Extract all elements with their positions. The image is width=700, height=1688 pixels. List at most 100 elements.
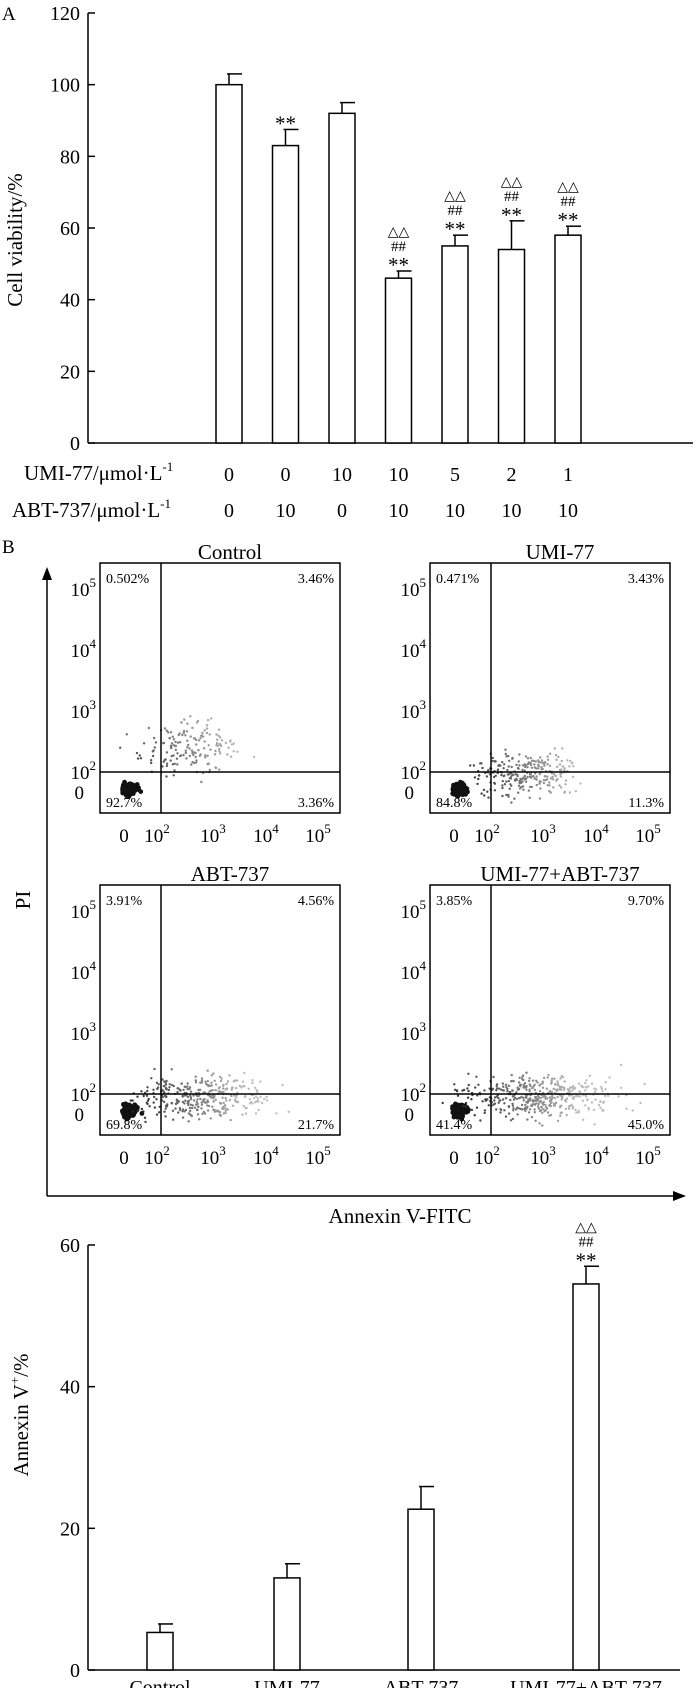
flow-event-dot <box>473 776 477 779</box>
flow-event-dot <box>578 1090 581 1093</box>
flow-event-dot <box>207 762 210 765</box>
flow-event-dot <box>184 751 187 755</box>
panel-a-y-tick-label: 60 <box>60 218 80 240</box>
panel-c-y-axis-label: Annexin V+/% <box>7 1353 33 1476</box>
flow-event-dot <box>549 1113 553 1117</box>
flow-event-dot <box>539 1109 543 1112</box>
flow-event-dot <box>497 764 500 767</box>
flow-event-dot <box>512 1098 516 1101</box>
flow-event-dot <box>206 1100 210 1104</box>
flow-event-dot <box>162 1090 165 1093</box>
flow-event-dot <box>265 1099 269 1102</box>
flow-event-dot <box>542 1076 546 1080</box>
flow-event-dot <box>550 1081 553 1084</box>
flow-event-dot <box>512 1080 515 1083</box>
flow-event-dot <box>515 1097 519 1101</box>
flow-event-dot <box>235 1079 239 1082</box>
flow-event-dot <box>194 755 197 759</box>
flow-y-tick-label: 103 <box>401 697 427 723</box>
flow-event-dot <box>162 741 166 745</box>
flow-event-dot <box>547 1073 550 1077</box>
flow-event-dot <box>183 718 186 721</box>
flow-event-dot <box>199 734 203 738</box>
flow-event-dot <box>172 738 176 741</box>
flow-event-dot <box>565 1097 569 1100</box>
flow-event-dot <box>511 1102 514 1106</box>
flow-event-dot <box>524 764 528 767</box>
flow-event-dot <box>568 765 571 768</box>
flow-quadrant-upper-right: 3.43% <box>628 572 665 587</box>
flow-event-dot <box>226 1108 230 1111</box>
flow-event-dot <box>564 1099 567 1102</box>
flow-event-dot <box>597 1103 601 1107</box>
flow-event-dot <box>601 1090 604 1093</box>
flow-event-dot <box>578 1095 582 1098</box>
flow-event-dot <box>202 1110 206 1114</box>
flow-event-dot <box>568 1104 572 1108</box>
flow-plot-frame <box>99 562 341 814</box>
flow-event-dot <box>188 1087 191 1091</box>
flow-event-dot <box>518 753 521 756</box>
flow-quadrant-lower-left: 92.7% <box>106 796 143 811</box>
flow-event-dot <box>537 767 540 770</box>
flow-event-dot <box>482 788 486 792</box>
flow-event-dot <box>205 1082 208 1086</box>
panel-a-umi77-value: 0 <box>281 464 291 486</box>
flow-event-dot <box>558 763 562 766</box>
flow-event-dot <box>508 776 512 780</box>
flow-event-dot <box>515 778 518 782</box>
flow-event-dot <box>140 1090 143 1093</box>
flow-event-dot <box>506 1090 509 1093</box>
flow-event-dot <box>186 739 189 742</box>
flow-event-dot <box>510 775 513 778</box>
flow-event-dot <box>537 1107 541 1110</box>
flow-event-dot <box>210 1074 213 1077</box>
flow-event-dot <box>493 781 496 785</box>
flow-event-dot <box>567 1107 571 1111</box>
panel-a-significance-mark: △△ <box>444 189 466 204</box>
flow-event-dot <box>177 1111 180 1114</box>
flow-event-dot <box>525 1071 528 1074</box>
flow-event-dot <box>180 721 183 724</box>
flow-event-dot <box>533 766 536 769</box>
flow-event-dot <box>142 1094 145 1098</box>
flow-event-dot <box>462 1104 465 1108</box>
flow-event-dot <box>529 1099 532 1102</box>
flow-event-dot <box>189 715 192 718</box>
flow-event-dot <box>486 1098 489 1101</box>
flow-event-dot <box>477 1083 480 1087</box>
flow-event-dot <box>213 1110 216 1113</box>
flow-event-dot <box>188 754 191 758</box>
flow-event-dot <box>559 1077 562 1080</box>
flow-event-dot <box>505 793 508 797</box>
flow-event-dot <box>176 752 179 755</box>
flow-event-dot <box>522 1099 525 1102</box>
flow-event-dot <box>519 777 522 781</box>
flow-event-dot <box>568 1094 571 1097</box>
flow-event-dot <box>534 772 537 775</box>
flow-event-dot <box>165 764 169 768</box>
flow-event-dot <box>516 1106 519 1109</box>
flow-event-dot <box>561 765 565 768</box>
flow-event-dot <box>562 1088 566 1091</box>
flow-event-dot <box>173 769 176 772</box>
flow-event-dot <box>243 1085 246 1088</box>
flow-event-dot <box>125 783 131 788</box>
flow-event-dot <box>281 1083 284 1087</box>
flow-event-dot <box>198 754 202 757</box>
flow-event-dot <box>199 737 202 740</box>
flow-event-dot <box>181 1094 184 1098</box>
flow-event-dot <box>176 763 179 766</box>
flow-y-tick-label: 103 <box>401 1019 427 1045</box>
panel-c-x-tick-label: UMI-77 <box>254 1677 320 1688</box>
panel-c-y-tick-label: 20 <box>60 1518 80 1540</box>
panel-c-y-tick-label: 0 <box>70 1660 80 1682</box>
flow-event-dot <box>123 788 129 793</box>
flow-event-dot <box>524 755 528 758</box>
flow-event-dot <box>253 1086 257 1090</box>
flow-event-dot <box>207 744 210 747</box>
flow-event-dot <box>530 766 534 769</box>
flow-event-dot <box>231 1104 235 1108</box>
flow-quadrant-upper-right: 3.46% <box>298 572 335 587</box>
flow-event-dot <box>541 761 544 764</box>
